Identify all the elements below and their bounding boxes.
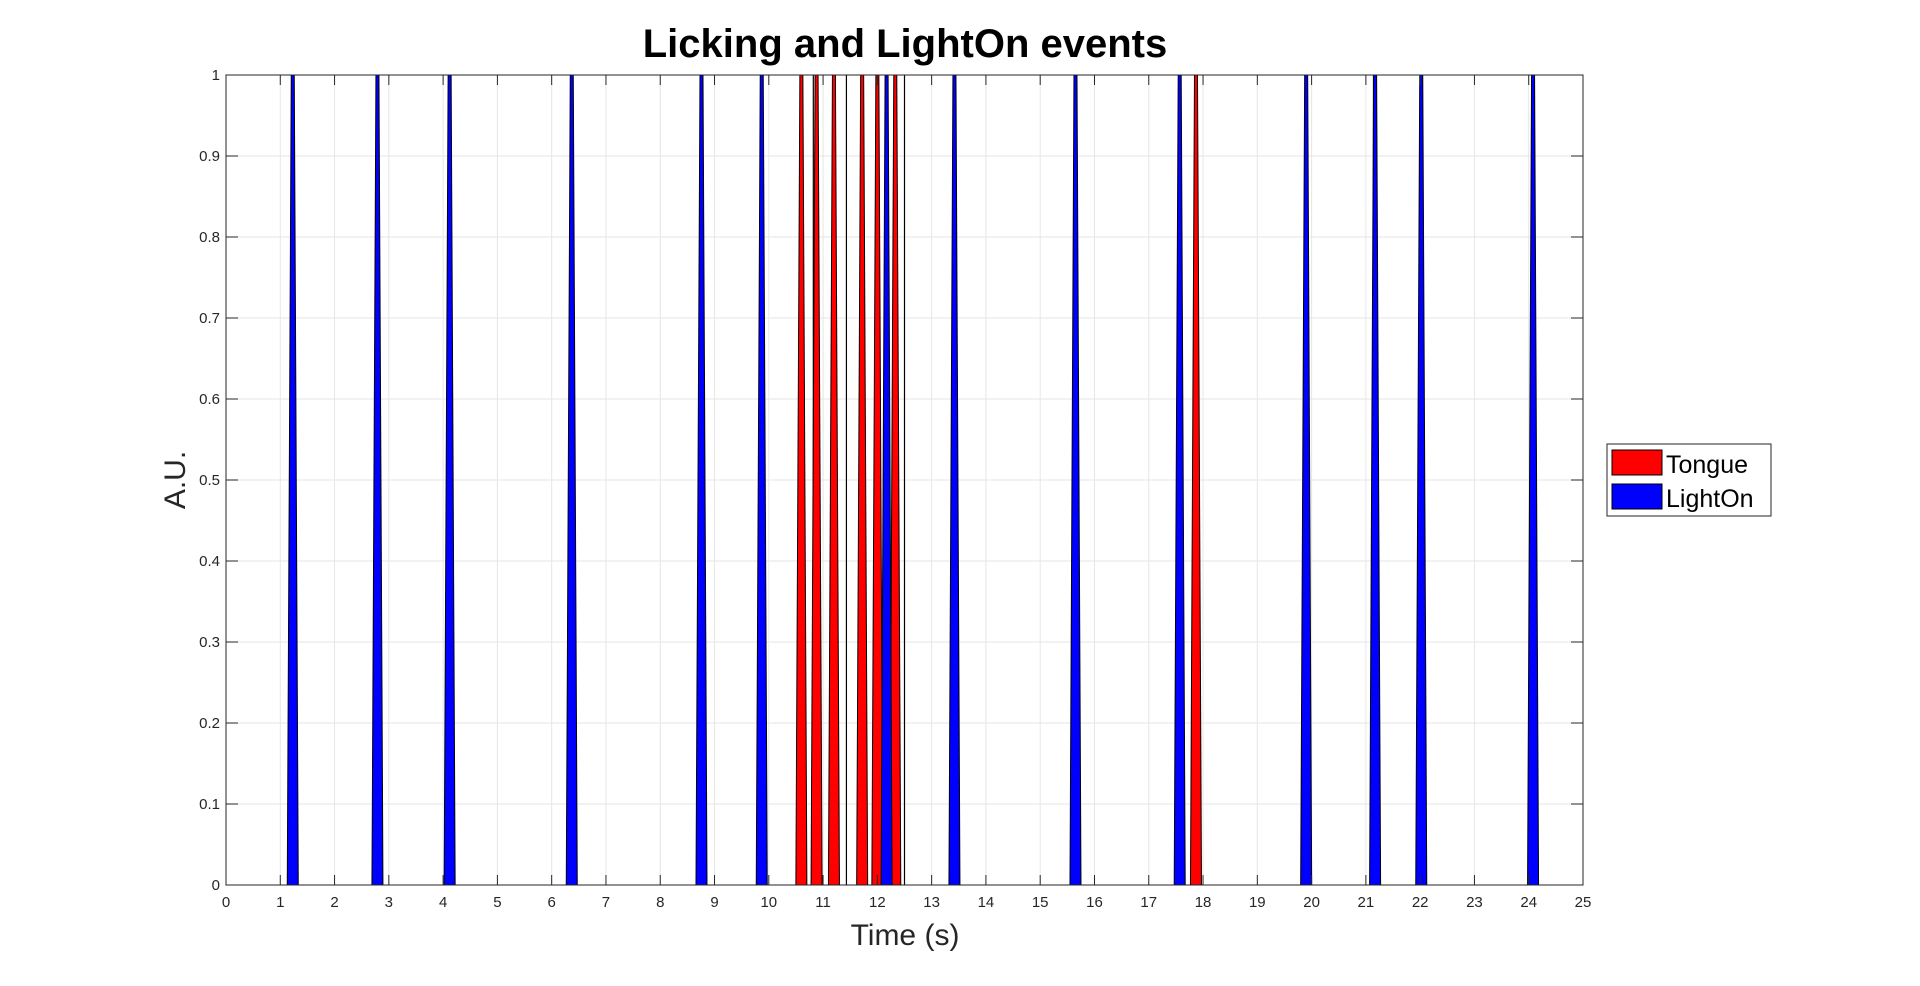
x-tick-label: 3	[385, 894, 393, 911]
x-tick-label: 1	[276, 894, 284, 911]
x-tick-label: 16	[1086, 894, 1103, 911]
legend-swatch-tongue	[1611, 449, 1663, 476]
legend-swatch-lighton	[1611, 483, 1663, 510]
x-tick-label: 17	[1140, 894, 1157, 911]
x-tick-label: 18	[1195, 894, 1212, 911]
x-tick-label: 9	[710, 894, 718, 911]
y-tick-label: 0.9	[199, 148, 220, 165]
x-tick-label: 21	[1358, 894, 1375, 911]
x-tick-label: 14	[978, 894, 995, 911]
x-tick-label: 12	[869, 894, 886, 911]
x-tick-label: 25	[1575, 894, 1592, 911]
x-tick-label: 2	[330, 894, 338, 911]
x-tick-label: 4	[439, 894, 447, 911]
y-tick-label: 0.3	[199, 634, 220, 651]
y-tick-label: 0.2	[199, 715, 220, 732]
y-tick-label: 0.4	[199, 553, 220, 570]
axis-ticks: 0 1 2 3 4 5 6 7 8 9 10 11 12 13 14 15 16 17 18 19 20 21 22 23 24…	[199, 67, 1591, 911]
y-tick-label: 0.7	[199, 310, 220, 327]
x-tick-label: 13	[923, 894, 940, 911]
x-tick-label: 11	[815, 894, 831, 911]
y-axis-label: A.U.	[159, 451, 192, 509]
y-tick-label: 0.6	[199, 391, 220, 408]
legend: Tongue LightOn	[1606, 443, 1772, 517]
x-axis-label: Time (s)	[851, 919, 960, 952]
x-tick-label: 6	[548, 894, 556, 911]
x-tick-label: 22	[1412, 894, 1429, 911]
grid-lines	[225, 74, 1584, 886]
legend-label-tongue: Tongue	[1666, 451, 1748, 479]
y-tick-label: 0	[212, 877, 220, 894]
y-tick-label: 0.5	[199, 472, 220, 489]
y-tick-label: 1	[212, 67, 220, 84]
x-tick-label: 0	[222, 894, 230, 911]
x-tick-label: 7	[602, 894, 610, 911]
x-tick-label: 5	[493, 894, 501, 911]
x-tick-label: 23	[1466, 894, 1483, 911]
x-tick-label: 24	[1520, 894, 1537, 911]
x-tick-label: 15	[1032, 894, 1049, 911]
x-tick-label: 8	[656, 894, 664, 911]
x-tick-label: 20	[1303, 894, 1320, 911]
x-tick-label: 19	[1249, 894, 1266, 911]
legend-label-lighton: LightOn	[1666, 485, 1754, 513]
y-tick-label: 0.8	[199, 229, 220, 246]
chart-title: Licking and LightOn events	[643, 22, 1168, 66]
y-tick-label: 0.1	[199, 796, 220, 813]
x-tick-label: 10	[760, 894, 777, 911]
